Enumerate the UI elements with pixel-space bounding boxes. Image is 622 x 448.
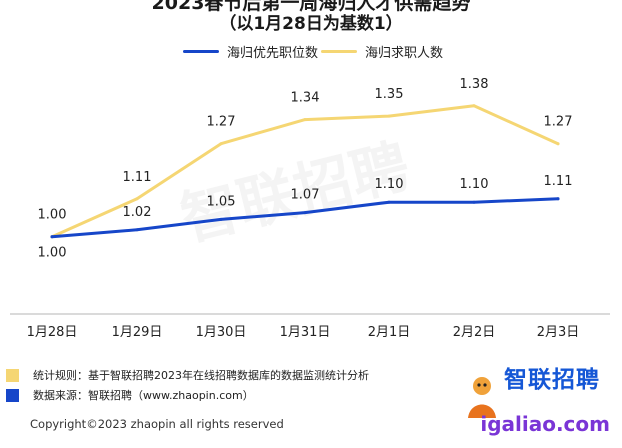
note-methodology-text: 统计规则：基于智联招聘2023年在线招聘数据库的数据监测统计分析 (33, 369, 369, 382)
note-source: 数据来源：智联招聘（www.zhaopin.com） (6, 387, 254, 403)
data-label-seekers: 1.00 (38, 208, 67, 223)
data-label-jobs: 1.07 (291, 188, 320, 203)
chart-title: 2023春节后第一周海归人才供需趋势 (151, 0, 471, 14)
data-point-seekers (135, 197, 139, 201)
data-label-seekers: 1.27 (207, 115, 236, 130)
note-source-swatch (6, 388, 19, 402)
data-label-jobs: 1.05 (207, 194, 236, 209)
x-tick-label: 2月3日 (537, 325, 580, 340)
data-point-jobs (219, 217, 223, 221)
data-label-seekers: 1.35 (375, 87, 404, 102)
legend-label-seekers: 海归求职人数 (365, 46, 444, 61)
data-label-seekers: 1.11 (123, 170, 152, 185)
line-chart: 智联招聘 1月28日 1月29日 1月30日 1月31日 2月1日 2月2日 2月3日1.0… (10, 77, 610, 340)
data-label-jobs: 1.02 (123, 205, 152, 220)
data-point-jobs (50, 235, 54, 239)
x-tick-label: 1月31日 (280, 325, 331, 340)
data-point-jobs (472, 200, 476, 204)
data-label-seekers: 1.27 (544, 115, 573, 130)
legend-item-jobs: 海归优先职位数 (183, 42, 318, 61)
legend-swatch-seekers (321, 50, 357, 53)
data-point-seekers (303, 118, 307, 122)
data-point-seekers (387, 114, 391, 118)
chart-subtitle: （以1月28日为基数1） (219, 14, 403, 34)
data-point-jobs (556, 197, 560, 201)
copyright-text: Copyright©2023 zhaopin all rights reserv… (30, 417, 284, 431)
logo-domain-text: igaliao.com (480, 412, 610, 436)
data-label-jobs: 1.00 (38, 246, 67, 261)
data-label-jobs: 1.10 (375, 177, 404, 192)
note-methodology-swatch (6, 368, 19, 382)
note-methodology: 统计规则：基于智联招聘2023年在线招聘数据库的数据监测统计分析 (6, 367, 369, 383)
x-tick-label: 1月30日 (196, 325, 247, 340)
data-point-jobs (303, 211, 307, 215)
logo-brand-text: 智联招聘 (504, 367, 600, 393)
note-source-text: 数据来源：智联招聘（www.zhaopin.com） (33, 389, 254, 402)
data-point-jobs (135, 228, 139, 232)
legend-label-jobs: 海归优先职位数 (227, 46, 319, 61)
data-label-seekers: 1.38 (460, 77, 489, 92)
x-tick-label: 1月29日 (112, 325, 163, 340)
data-point-seekers (472, 104, 476, 108)
legend-swatch-jobs (183, 50, 219, 53)
data-label-jobs: 1.11 (544, 174, 573, 189)
mascot-icon (468, 377, 496, 418)
legend-item-seekers: 海归求职人数 (321, 42, 443, 61)
brand-logo: 智联招聘 igaliao.com (456, 360, 616, 444)
data-label-jobs: 1.10 (460, 177, 489, 192)
x-tick-label: 1月28日 (27, 325, 78, 340)
data-point-seekers (556, 142, 560, 146)
data-point-seekers (219, 142, 223, 146)
x-tick-label: 2月2日 (453, 325, 496, 340)
data-label-seekers: 1.34 (291, 91, 320, 106)
x-tick-label: 2月1日 (368, 325, 411, 340)
data-point-jobs (387, 200, 391, 204)
